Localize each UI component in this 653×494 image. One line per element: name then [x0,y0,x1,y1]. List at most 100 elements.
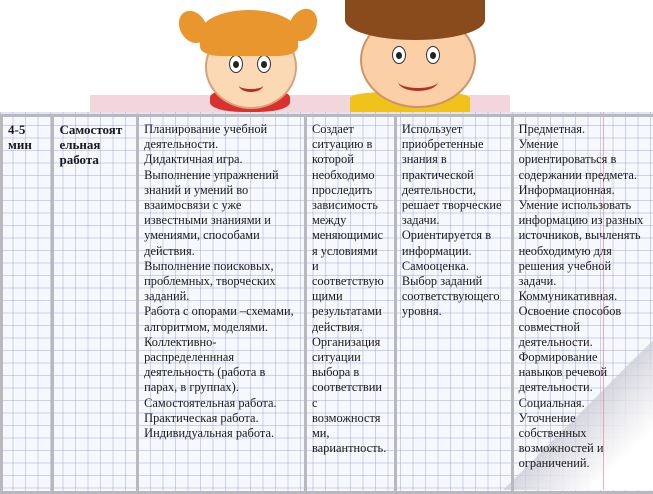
cell-text-line: деятельности, [402,183,507,198]
boy-left-eye [392,46,406,64]
cell-text-line: Уточнение [519,411,649,426]
cell-text-line: Самооценка. [402,259,507,274]
cell-text-line: выбора в [312,365,390,380]
cell-text-line: 4-5 [8,122,47,137]
girl-mouth [239,79,263,92]
cell-text-line: Самостоят [59,122,132,137]
cell-text-line: между [312,213,390,228]
cell-text-line: деятельности. [519,335,649,350]
cell-text-line: проследить [312,183,390,198]
cell-text-line: Предметная. [519,122,649,137]
boy-hair [345,0,485,40]
cell-text-line: соответствии [312,380,390,395]
cell-text-line: деятельность (работа в [144,365,300,380]
cell-text-line: Работа с опорами –схемами, [144,304,300,319]
cell-text-line: возможностей и [519,441,649,456]
cell-text-line: ми, [312,426,390,441]
cell-text-line: проблемных, творческих [144,274,300,289]
cell-text-line: я условиями [312,244,390,259]
cell-text-line: уровня. [402,304,507,319]
cell-text-line: результатами [312,304,390,319]
cell-text-line: Формирование [519,350,649,365]
cell-text-line: ельная [59,137,132,152]
cell-text-line: Дидактичная игра. [144,152,300,167]
cell-text-line: возможностя [312,411,390,426]
cell-text-line: мин [8,137,47,152]
cell-text-line: известными знаниями и [144,213,300,228]
cell-text-line: источников, вычленять [519,228,649,243]
cell-text-line: работа [59,152,132,167]
cell-text-line: Организация [312,335,390,350]
boy-right-eye [426,46,440,64]
cell-text-line: зависимость [312,198,390,213]
cell-text-line: решения учебной [519,259,649,274]
cell-text-line: Планирование учебной [144,122,300,137]
cell-text-line: Умение использовать [519,198,649,213]
cell-text-line: Информационная. [519,183,649,198]
girl-right-eye [257,55,271,73]
cell-text-line: деятельности. [144,137,300,152]
girl-left-eye [229,55,243,73]
cell-text-line: собственных [519,426,649,441]
cell-text-line: парах, в группах). [144,380,300,395]
cell-text-line: ограничений. [519,456,649,471]
cell-text-line: действия. [144,244,300,259]
cell-text-line: соответствующего [402,289,507,304]
cell-text-line: Умение [519,137,649,152]
cell-text-line: информации. [402,244,507,259]
cell-text-line: решает творческие [402,198,507,213]
cell-text-line: Коммуникативная. [519,289,649,304]
cell-text-line: Выполнение упражнений [144,168,300,183]
cell-text-line: необходимую для [519,244,649,259]
cell-text-line: приобретенные [402,137,507,152]
cell-text-line: навыков речевой [519,365,649,380]
cell-text-line: ситуации [312,350,390,365]
header-illustration [0,0,653,112]
cell-text-line: алгоритмом, моделями. [144,320,300,335]
cell-text-line: задачи. [519,274,649,289]
girl-hair [200,10,298,56]
boy-mouth [398,72,438,91]
cell-text-line: действия. [312,320,390,335]
cell-text-line: и [312,259,390,274]
cell-text-line: Индивидуальная работа. [144,426,300,441]
cell-text-line: ситуацию в [312,137,390,152]
cell-text-line: соответствую [312,274,390,289]
cell-text-line: Освоение способов [519,304,649,319]
cell-text-line: Выполнение поисковых, [144,259,300,274]
cell-text-line: Создает [312,122,390,137]
cell-text-line: заданий. [144,289,300,304]
cell-text-line: Использует [402,122,507,137]
cell-text-line: практической [402,168,507,183]
cell-text-line: Выбор заданий [402,274,507,289]
cell-text-line: деятельности. [519,380,649,395]
cell-text-line: Коллективно- [144,335,300,350]
cell-text-line: необходимо [312,168,390,183]
cell-text-line: меняющимис [312,228,390,243]
cell-text-line: содержании предмета. [519,168,649,183]
cell-text-line: совместной [519,320,649,335]
cell-text-line: с [312,396,390,411]
cell-text-line: ориентироваться в [519,152,649,167]
cell-text-line: взаимосвязи с уже [144,198,300,213]
cell-text-line: Социальная. [519,396,649,411]
cell-text-line: щими [312,289,390,304]
cell-text-line: умениями, способами [144,228,300,243]
cell-text-line: вариантность. [312,441,390,456]
cell-text-line: Ориентируется в [402,228,507,243]
cell-text-line: распределеннная [144,350,300,365]
cell-text-line: знаний и умений во [144,183,300,198]
cell-text-line: задачи. [402,213,507,228]
cell-text-line: знания в [402,152,507,167]
cell-text-line: Практическая работа. [144,411,300,426]
cell-text-line: информацию из разных [519,213,649,228]
cell-text-line: которой [312,152,390,167]
